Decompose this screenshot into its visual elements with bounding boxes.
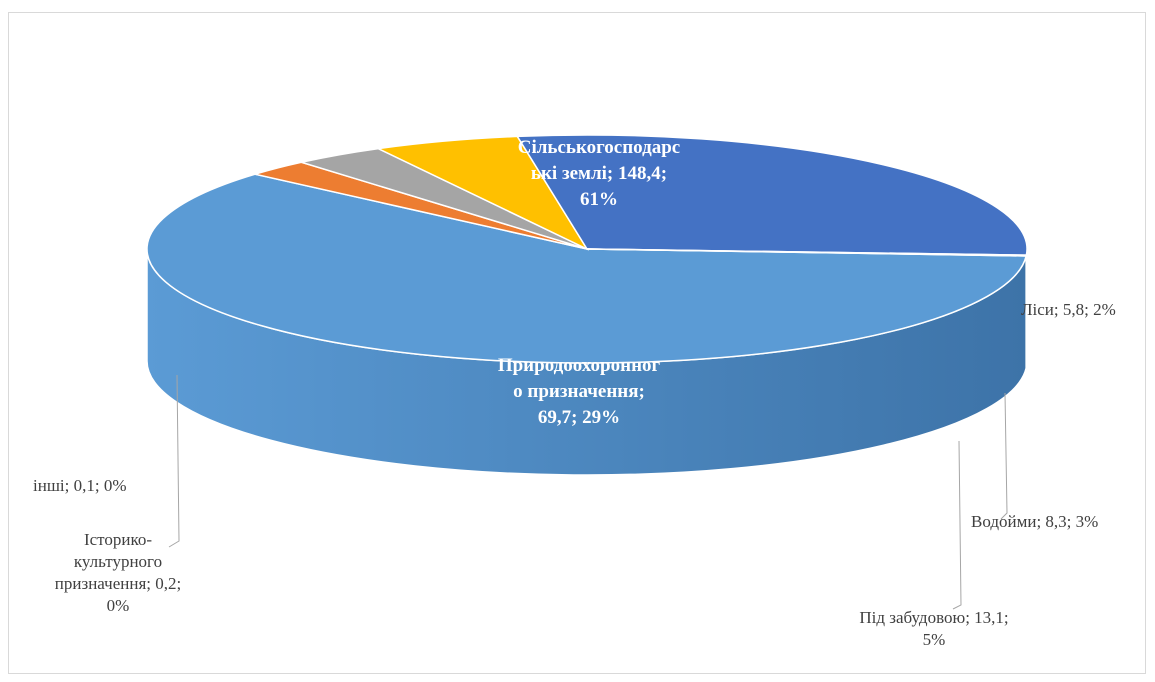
pie-top-faces — [146, 134, 1028, 364]
pie-slice-agriculture — [146, 173, 1028, 364]
label-agriculture-line3: 61% — [580, 189, 618, 210]
label-historic-cultural: Історико- культурного призначення; 0,2; … — [9, 529, 227, 617]
label-built-line1: Під забудовою; 13,1; — [859, 608, 1009, 627]
leader-built-up — [952, 440, 962, 610]
label-historic-line4: 0% — [106, 596, 130, 615]
label-nature-line1: Природоохоронног — [497, 355, 661, 376]
label-historic-line3: призначення; 0,2; — [54, 574, 182, 593]
label-historic-line2: культурного — [73, 552, 163, 571]
label-nature-line3: 69,7; 29% — [537, 407, 621, 428]
label-nature-protection: Природоохоронног о призначення; 69,7; 29… — [429, 353, 729, 431]
label-nature-line2: о призначення; — [513, 381, 645, 402]
leader-water — [1000, 392, 1008, 520]
chart-frame: Сільськогосподарс ькі землі; 148,4; 61% … — [8, 12, 1146, 674]
leader-lines — [168, 374, 1008, 610]
label-agriculture: Сільськогосподарс ькі землі; 148,4; 61% — [449, 135, 749, 213]
label-forests: Ліси; 5,8; 2% — [1021, 300, 1116, 319]
leader-historic — [168, 374, 180, 548]
label-built-line2: 5% — [922, 630, 946, 649]
pie-chart — [146, 134, 1028, 610]
label-agriculture-line2: ькі землі; 148,4; — [530, 163, 668, 184]
label-other: інші; 0,1; 0% — [33, 476, 127, 495]
label-historic-line1: Історико- — [83, 530, 153, 549]
pie-slice-nature-protection — [516, 134, 1028, 256]
pie-slice-built-up — [375, 135, 589, 251]
label-agriculture-line1: Сільськогосподарс — [517, 137, 681, 158]
label-water: Водойми; 8,3; 3% — [971, 512, 1099, 531]
label-built-up: Під забудовою; 13,1; 5% — [814, 607, 1054, 651]
pie-slice-other — [586, 248, 1028, 257]
